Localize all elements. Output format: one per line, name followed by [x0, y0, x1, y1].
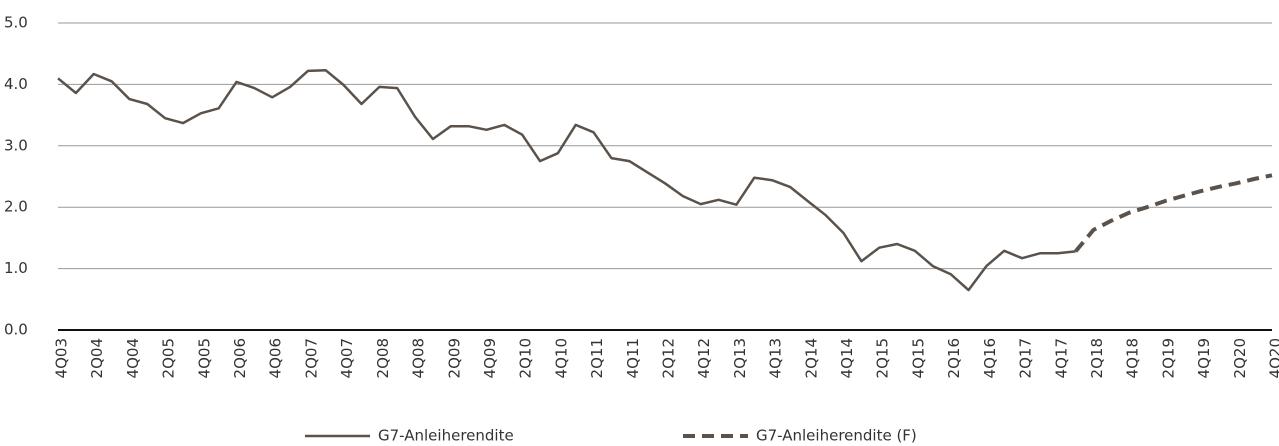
x-tick-label: 4Q16: [981, 338, 999, 378]
x-tick-label: 2Q04: [88, 338, 106, 378]
legend-label: G7-Anleiherendite: [378, 427, 514, 445]
x-tick-label: 2Q19: [1159, 338, 1177, 378]
x-tick-label: 2Q16: [945, 338, 963, 378]
x-tick-label: 2Q15: [874, 338, 892, 378]
y-tick-label: 2.0: [4, 198, 28, 216]
x-tick-label: 4Q03: [53, 338, 71, 378]
x-tick-label: 2Q08: [374, 338, 392, 378]
x-tick-label: 2Q13: [731, 338, 749, 378]
x-tick-label: 4Q09: [481, 338, 499, 378]
x-tick-label: 2Q10: [517, 338, 535, 378]
x-tick-label: 4Q11: [624, 338, 642, 378]
x-tick-label: 4Q14: [838, 338, 856, 378]
x-tick-label: 2Q11: [588, 338, 606, 378]
x-tick-label: 4Q08: [410, 338, 428, 378]
x-tick-label: 2Q17: [1017, 338, 1035, 378]
x-tick-label: 4Q05: [195, 338, 213, 378]
x-tick-label: 2Q09: [445, 338, 463, 378]
x-tick-label: 2Q07: [302, 338, 320, 378]
x-tick-label: 4Q15: [909, 338, 927, 378]
line-series: [57, 69, 1076, 292]
line-series: [1074, 173, 1273, 253]
x-tick-label: 4Q10: [552, 338, 570, 378]
y-tick-label: 3.0: [4, 136, 28, 154]
x-tick-label: 4Q06: [267, 338, 285, 378]
x-tick-label: 4Q12: [695, 338, 713, 378]
x-tick-label: 2Q05: [160, 338, 178, 378]
x-tick-label: 4Q18: [1124, 338, 1142, 378]
x-tick-label: 4Q19: [1195, 338, 1213, 378]
y-tick-label: 0.0: [4, 321, 28, 339]
x-tick-label: 2Q06: [231, 338, 249, 378]
x-tick-label: 4Q07: [338, 338, 356, 378]
y-tick-label: 4.0: [4, 75, 28, 93]
x-tick-label: 4Q17: [1052, 338, 1070, 378]
x-tick-label: 2Q20: [1231, 338, 1249, 378]
x-tick-label: 4Q13: [767, 338, 785, 378]
x-tick-label: 2Q14: [802, 338, 820, 378]
y-tick-label: 1.0: [4, 259, 28, 277]
x-tick-label: 4Q04: [124, 338, 142, 378]
x-tick-label: 2Q18: [1088, 338, 1106, 378]
y-tick-label: 5.0: [4, 14, 28, 32]
legend-label: G7-Anleiherendite (F): [756, 427, 917, 445]
x-tick-label: 4Q20: [1267, 338, 1279, 378]
x-tick-label: 2Q12: [660, 338, 678, 378]
